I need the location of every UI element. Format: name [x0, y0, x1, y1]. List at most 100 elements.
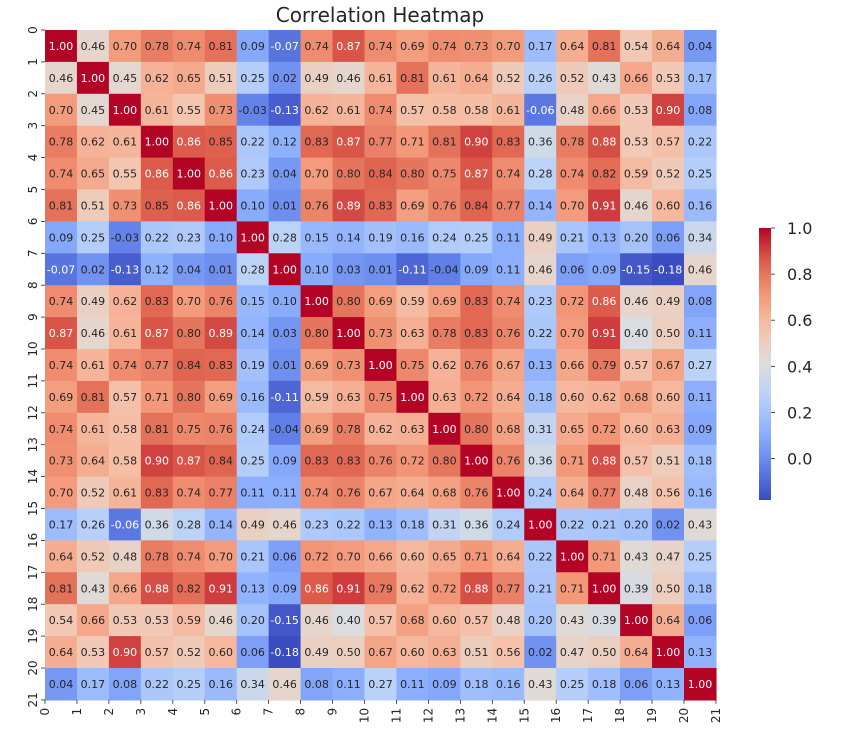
- heatmap-cell: [492, 349, 525, 382]
- cell-value-label: 0.83: [464, 327, 489, 340]
- heatmap-cell: [396, 444, 429, 478]
- heatmap-cell: [140, 61, 174, 95]
- cell-value-label: 0.64: [81, 455, 106, 468]
- heatmap-cell: [364, 30, 398, 63]
- cell-value-label: -0.13: [111, 263, 139, 276]
- cell-value-label: 0.24: [528, 487, 553, 500]
- y-tick-label: 8: [26, 281, 40, 289]
- cell-value-label: 0.36: [145, 518, 170, 531]
- cell-value-label: 0.77: [145, 359, 170, 372]
- cell-value-label: 0.25: [177, 678, 202, 691]
- cell-value-label: 0.02: [81, 263, 106, 276]
- x-tick-label: 10: [358, 708, 372, 723]
- y-tick-label: 1: [26, 58, 40, 66]
- y-tick-label: 0: [26, 26, 40, 34]
- heatmap-cell: [492, 508, 525, 541]
- heatmap-cell: [332, 253, 366, 286]
- cell-value-label: 0.62: [145, 72, 170, 85]
- heatmap-cell: [108, 157, 142, 191]
- heatmap-cell: [236, 93, 270, 127]
- x-tick-label: 17: [581, 708, 595, 723]
- cell-value-label: 0.57: [400, 104, 425, 117]
- cell-value-label: 0.09: [432, 678, 457, 691]
- heatmap-cell: [300, 540, 334, 573]
- cell-value-label: 0.43: [560, 614, 585, 627]
- cell-value-label: 0.80: [336, 295, 361, 308]
- cell-value-label: 0.80: [177, 391, 202, 404]
- heatmap-cells: [45, 30, 717, 701]
- heatmap-cell: [396, 604, 429, 637]
- cell-value-label: 0.13: [592, 231, 617, 244]
- cell-value-label: 1.00: [145, 136, 170, 149]
- y-tick-label: 14: [26, 469, 40, 484]
- heatmap-cell: [45, 444, 78, 478]
- cell-value-label: 0.59: [177, 614, 202, 627]
- heatmap-cell: [556, 668, 589, 701]
- heatmap-cell: [364, 189, 398, 222]
- heatmap-cell: [684, 636, 717, 669]
- cell-value-label: 0.46: [528, 263, 553, 276]
- cell-value-label: 0.69: [49, 391, 74, 404]
- heatmap-cell: [300, 380, 334, 414]
- heatmap-cell: [45, 604, 78, 637]
- cell-value-label: 0.76: [208, 295, 233, 308]
- cell-value-label: 0.36: [528, 455, 553, 468]
- cell-value-label: 0.66: [592, 104, 617, 117]
- cell-value-label: 0.76: [464, 487, 489, 500]
- heatmap-cell: [556, 285, 589, 318]
- y-tick-label: 9: [26, 313, 40, 321]
- heatmap-cell: [652, 604, 685, 637]
- heatmap-cell: [492, 285, 525, 318]
- cell-value-label: 0.14: [240, 327, 265, 340]
- cell-value-label: 0.11: [336, 678, 361, 691]
- cell-value-label: -0.15: [270, 614, 298, 627]
- cell-value-label: 0.84: [464, 199, 489, 212]
- cell-value-label: 0.72: [592, 423, 617, 436]
- cell-value-label: 0.68: [400, 614, 425, 627]
- heatmap-cell: [396, 61, 429, 95]
- cell-value-label: 0.73: [464, 40, 489, 53]
- heatmap-cell: [172, 444, 206, 478]
- heatmap-cell: [332, 412, 366, 446]
- cell-value-label: 0.59: [624, 168, 649, 181]
- cell-value-label: 0.74: [177, 487, 202, 500]
- cell-value-label: 0.75: [368, 391, 393, 404]
- heatmap-cell: [204, 285, 238, 318]
- heatmap-cell: [652, 540, 685, 573]
- heatmap-cell: [556, 61, 589, 95]
- heatmap-cell: [45, 253, 78, 286]
- cell-value-label: 0.72: [304, 550, 329, 563]
- heatmap-cell: [172, 317, 206, 350]
- cell-value-label: 0.74: [496, 168, 521, 181]
- cell-value-label: 0.49: [528, 231, 553, 244]
- cell-value-label: 0.11: [688, 327, 713, 340]
- cell-value-label: 0.71: [560, 455, 585, 468]
- heatmap-cell: [620, 317, 653, 350]
- cell-value-label: 0.74: [49, 359, 74, 372]
- heatmap-cell: [236, 444, 270, 478]
- heatmap-cell: [76, 380, 110, 414]
- heatmap-cell: [492, 668, 525, 701]
- heatmap-cell: [140, 540, 174, 573]
- heatmap-cell: [396, 349, 429, 382]
- heatmap-cell: [300, 253, 334, 286]
- heatmap-cell: [108, 125, 142, 159]
- cell-value-label: 0.68: [432, 487, 457, 500]
- colorbar-gradient: [759, 228, 771, 500]
- heatmap-cell: [556, 125, 589, 159]
- cell-value-label: 0.59: [400, 295, 425, 308]
- heatmap-cell: [684, 349, 717, 382]
- cell-value-label: 0.17: [528, 40, 553, 53]
- heatmap-cell: [76, 444, 110, 478]
- cell-value-label: 0.09: [272, 582, 297, 595]
- cell-value-label: 0.02: [272, 72, 297, 85]
- cell-value-label: 0.73: [208, 104, 233, 117]
- heatmap-cell: [172, 125, 206, 159]
- cell-value-label: 0.79: [368, 582, 393, 595]
- heatmap-cell: [236, 508, 270, 541]
- cell-value-label: 0.15: [304, 231, 329, 244]
- heatmap-cell: [620, 508, 653, 541]
- heatmap-cell: [620, 349, 653, 382]
- cell-value-label: 0.28: [272, 231, 297, 244]
- y-tick-label: 3: [26, 122, 40, 130]
